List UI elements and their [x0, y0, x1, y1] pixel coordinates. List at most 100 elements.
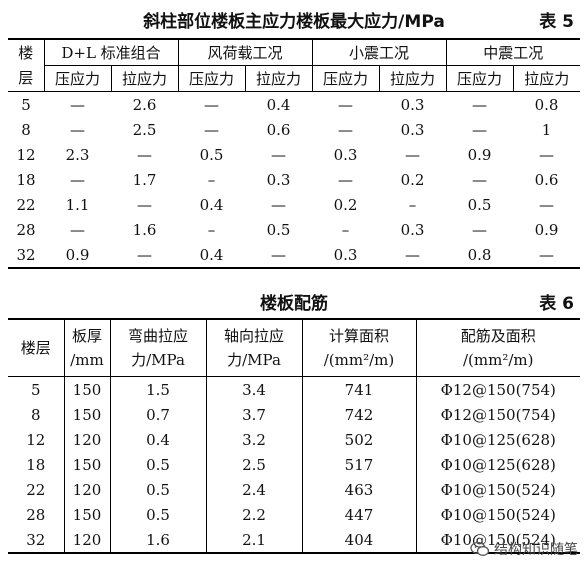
table5-caption: 斜柱部位楼板主应力楼板最大应力/MPa 表 5	[8, 4, 580, 32]
table-cell: 3.2	[205, 427, 302, 452]
table-cell: 22	[26, 480, 46, 499]
stress-cell: 0.4	[199, 245, 224, 264]
stress-cell: 2.5	[132, 120, 157, 139]
header-cell: 计算面积 /(mm²/m)	[301, 318, 417, 377]
header-line: 配筋及面积	[460, 327, 536, 345]
table-cell: 463	[301, 477, 416, 502]
stress-cell: —	[338, 120, 354, 139]
floor-header-part: 层	[18, 68, 34, 87]
floor-cell: 28	[16, 220, 36, 239]
header-cell: 配筋及面积 /(mm²/m)	[415, 318, 580, 377]
table-cell: Φ10@125(628)	[415, 427, 580, 452]
table6-tag: 表 6	[539, 294, 574, 314]
stress-cell: 0.5	[199, 145, 224, 164]
floor-cell: 18	[16, 170, 36, 189]
table-cell: 12	[26, 430, 46, 449]
table-cell: 2.5	[205, 452, 302, 477]
floor-header-cell: 楼 层	[8, 38, 45, 92]
table-cell: 0.7	[109, 402, 206, 427]
header-line: 轴向拉应	[223, 327, 284, 345]
table6-header-row: 楼层 板厚/mm 弯曲拉应 力/MPa 轴向拉应 力/MPa 计算面积/(mm²/m) 配筋及…	[8, 318, 580, 377]
table-cell: 742	[301, 402, 416, 427]
table-cell: 5	[30, 380, 41, 399]
table-cell: 1.5	[109, 376, 206, 402]
wechat-icon	[470, 541, 490, 556]
table5-title: 斜柱部位楼板主应力楼板最大应力/MPa	[143, 12, 445, 32]
floor-cell: 5	[21, 95, 31, 114]
table-cell: 0.5	[109, 502, 206, 527]
stress-cell: —	[204, 120, 220, 139]
stress-cell: —	[539, 145, 555, 164]
stress-cell: 1.6	[132, 220, 157, 239]
table5-subheader-row: 压应力 拉应力 压应力 拉应力 压应力 拉应力 压应力 拉应力	[8, 65, 581, 92]
stress-cell: 0.2	[333, 195, 358, 214]
stress-cell: 0.4	[199, 195, 224, 214]
table-row: 28 — 1.6 – 0.5 – 0.3 — 0.9	[8, 217, 580, 242]
table-cell: 120	[63, 427, 110, 452]
table-cell: 150	[63, 402, 110, 427]
stress-cell: —	[405, 145, 421, 164]
subheader-cell: 压应力	[177, 65, 246, 92]
table-row: 22 120 0.5 2.4 463 Φ10@150(524)	[8, 477, 580, 502]
stress-cell: 0.9	[467, 145, 492, 164]
stress-cell: –	[207, 220, 216, 239]
stress-cell: 0.3	[333, 245, 358, 264]
table6: 楼层 板厚/mm 弯曲拉应 力/MPa 轴向拉应 力/MPa 计算面积/(mm²/m) 配筋及…	[8, 318, 580, 554]
table-cell: 2.2	[205, 502, 302, 527]
floor-cell: 12	[16, 145, 36, 164]
table-row: 12 2.3 — 0.5 — 0.3 — 0.9 —	[8, 142, 580, 167]
subheader-cell: 拉应力	[378, 65, 447, 92]
stress-cell: 0.3	[400, 120, 425, 139]
header-cell: 弯曲拉应 力/MPa	[109, 318, 207, 377]
table-cell: 447	[301, 502, 416, 527]
table-cell: 517	[301, 452, 416, 477]
header-line: /(mm²/m)	[463, 351, 534, 369]
stress-cell: —	[338, 170, 354, 189]
table-cell: 0.5	[109, 477, 206, 502]
stress-cell: —	[472, 170, 488, 189]
table-cell: Φ10@150(524)	[415, 527, 580, 553]
table-cell: 8	[30, 405, 41, 424]
stress-cell: 0.5	[467, 195, 492, 214]
table-row: 8 — 2.5 — 0.6 — 0.3 — 1	[8, 117, 580, 142]
stress-cell: 0.4	[266, 95, 291, 114]
stress-cell: —	[539, 195, 555, 214]
stress-cell: —	[70, 220, 85, 239]
stress-cell: 1	[541, 120, 552, 139]
stress-cell: 0.6	[534, 170, 559, 189]
table-cell: 2.1	[205, 527, 302, 553]
table-row: 22 1.1 — 0.4 — 0.2 – 0.5 —	[8, 192, 580, 217]
header-line: 楼层	[20, 339, 51, 357]
stress-cell: —	[70, 120, 85, 139]
stress-cell: —	[338, 95, 354, 114]
table6-caption: 楼板配筋 表 6	[8, 286, 580, 314]
table-cell: 150	[63, 452, 110, 477]
stress-cell: 0.8	[467, 245, 492, 264]
stress-cell: —	[271, 145, 287, 164]
table5-header-row: 楼 层 D+L 标准组合 风荷载工况 小震工况 中震工况	[8, 38, 581, 92]
header-line: /(mm²/m)	[323, 351, 395, 369]
table-cell: 741	[301, 376, 416, 402]
header-line: 计算面积	[328, 327, 389, 345]
stress-cell: 0.5	[266, 220, 291, 239]
subheader-cell: 拉应力	[244, 65, 313, 92]
floor-cell: 8	[21, 120, 31, 139]
stress-cell: —	[472, 120, 488, 139]
table-cell: 150	[63, 376, 110, 402]
stress-cell: —	[137, 145, 152, 164]
table-row: 32 0.9 — 0.4 — 0.3 — 0.8 —	[8, 242, 580, 268]
subheader-cell: 拉应力	[110, 65, 179, 92]
table-cell: 28	[26, 505, 46, 524]
floor-header-part: 楼	[18, 43, 34, 62]
table-cell: 1.6	[109, 527, 206, 553]
table-cell: 0.5	[109, 452, 206, 477]
table-cell: Φ10@150(524)	[415, 502, 580, 527]
table-cell: 120	[63, 527, 110, 553]
table-cell: 502	[301, 427, 416, 452]
header-cell: 板厚/mm	[63, 318, 111, 377]
stress-cell: —	[271, 245, 287, 264]
stress-cell: —	[539, 245, 555, 264]
stress-cell: 0.3	[400, 220, 425, 239]
table-cell: Φ10@150(524)	[415, 477, 580, 502]
table-row: 12 120 0.4 3.2 502 Φ10@125(628)	[8, 427, 580, 452]
